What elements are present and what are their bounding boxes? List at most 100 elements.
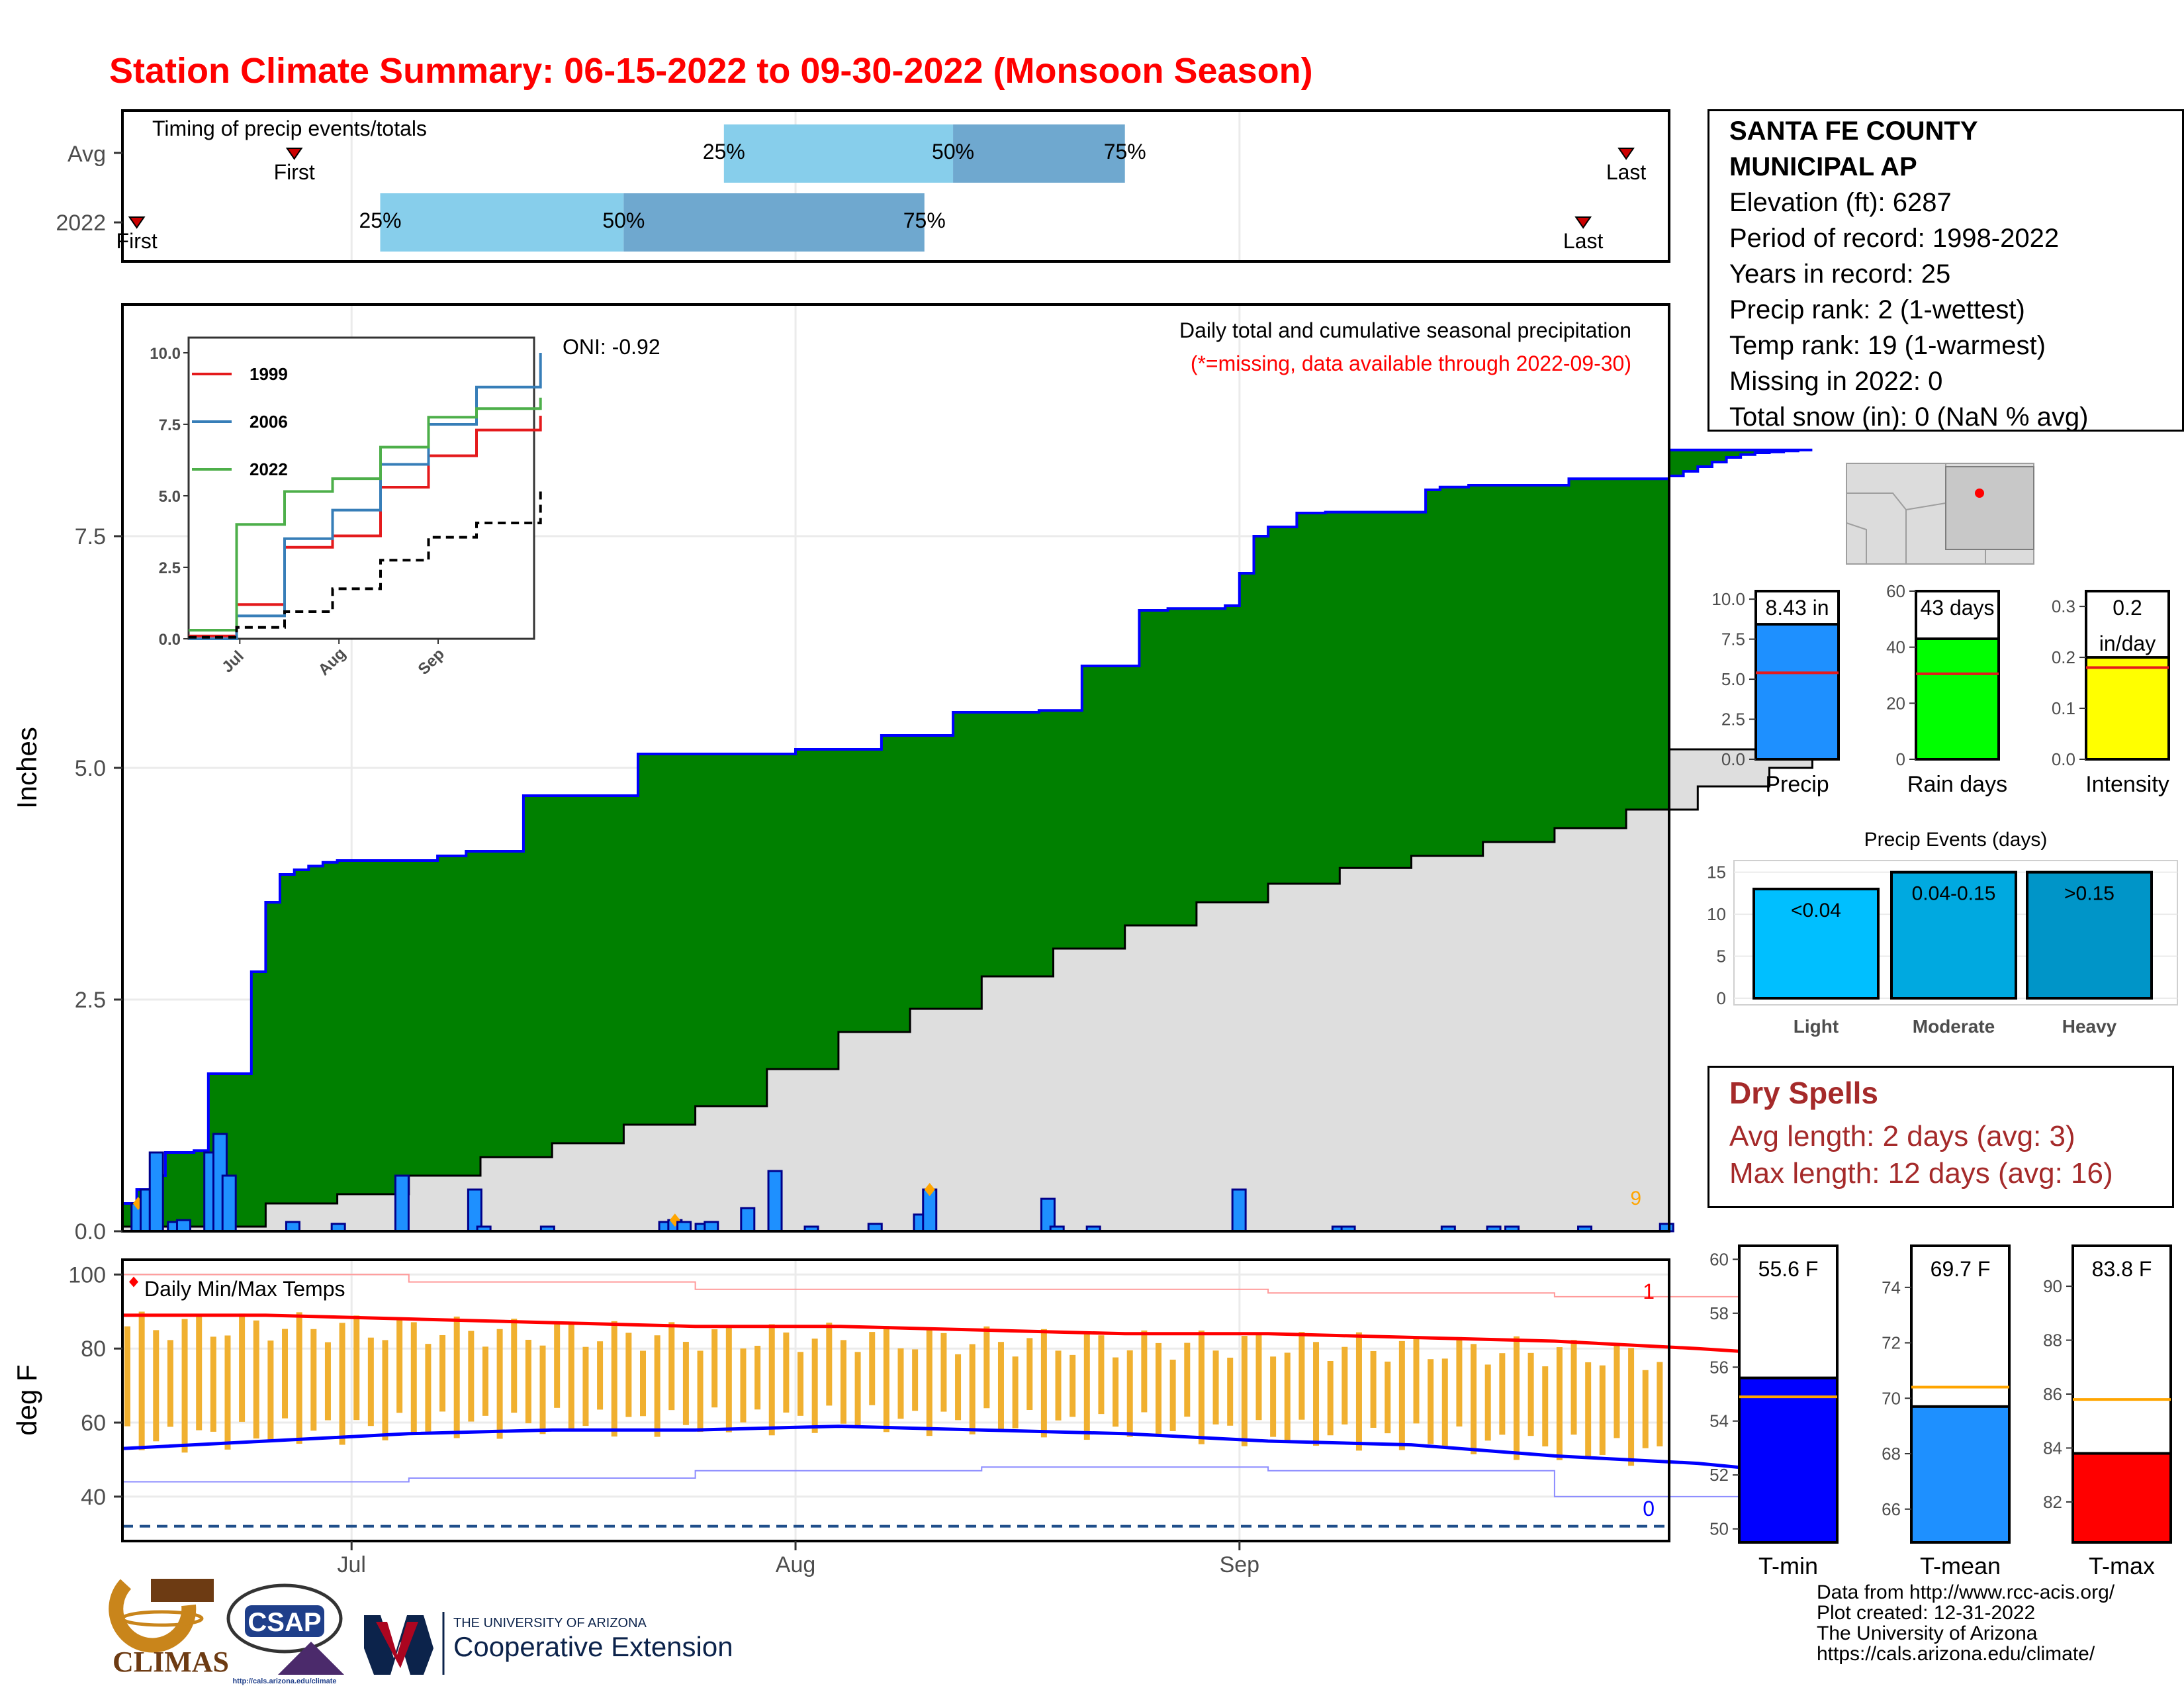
summary-bar-ytick-label: 0.0 [2052,749,2075,769]
inset-ytick-label: 7.5 [159,416,181,434]
daily-temp-bar [1385,1361,1391,1434]
daily-temp-bar [511,1319,518,1413]
daily-temp-bar [1499,1353,1506,1435]
daily-precip-marker [924,1183,935,1196]
timing-bar-q1 [723,124,954,183]
daily-temp-bar [754,1346,761,1410]
daily-temp-bar [668,1322,675,1411]
daily-temp-bar [783,1332,790,1413]
daily-temp-bar [826,1323,833,1406]
cumulative-precip-line [122,448,1813,1205]
daily-precip-bar [704,1221,719,1233]
station-name-line1: SANTA FE COUNTY [1729,117,1978,146]
temp-bar-ytick-label: 58 [1709,1303,1729,1323]
timing-bar-q1 [380,193,624,252]
summary-bar-ytick-label: 60 [1886,581,1905,601]
oni-label: ONI: -0.92 [563,335,660,359]
daily-temp-bar [410,1322,417,1433]
daily-temp-bar [969,1344,976,1434]
daily-temp-bar [740,1348,747,1423]
daily-temp-bar [1542,1366,1549,1447]
ua-big-text: Cooperative Extension [453,1631,733,1662]
temp-ytick-label: 60 [81,1411,106,1436]
temp-bar-T-mean [1910,1405,2011,1544]
summary-bar-ytick-label: 0.3 [2052,596,2075,616]
daily-temp-bar [883,1326,889,1432]
daily-temp-bar [1212,1350,1219,1425]
daily-temp-bar [983,1326,990,1409]
temp-ytick-label: 40 [81,1485,106,1510]
credit-data-source: Data from http://www.rcc-acis.org/ [1817,1581,2115,1603]
temp-caption: Daily Min/Max Temps [144,1277,345,1301]
station-elevation: Elevation (ft): 6287 [1729,188,1952,217]
daily-temp-bar [768,1324,775,1436]
daily-temp-bar [1570,1340,1577,1435]
daily-temp-bar [1113,1357,1119,1427]
inset-legend-label: 2006 [250,412,288,432]
inset-legend-label: 2022 [250,459,288,479]
inset-ytick-label: 2.5 [159,559,181,577]
timing-pct-label: 25% [703,140,745,164]
station-name-line2: MUNICIPAL AP [1729,152,1917,181]
timing-last-label: Last [1606,160,1647,184]
events-ytick-label: 0 [1717,988,1726,1008]
temp-bar-value: 83.8 F [2092,1257,2152,1281]
summary-bar-label: Precip [1765,772,1829,797]
daily-temp-bar [1628,1348,1635,1466]
temp-bar-ytick-label: 90 [2043,1276,2062,1296]
summary-bar-value: 43 days [1920,596,1994,620]
daily-precip-bar [767,1170,783,1233]
events-bar-range: <0.04 [1791,900,1841,921]
station-snow: Total snow (in): 0 (NaN % avg) [1729,402,2089,432]
inset-series-line-1999 [189,416,542,637]
inset-legend-label: 1999 [250,364,288,384]
timing-first-label: First [274,160,315,184]
events-bar-range: >0.15 [2064,883,2115,905]
daily-temp-bar [840,1340,846,1424]
csap-logo-text: CSAP [248,1608,321,1637]
summary-bar-ytick-label: 40 [1886,637,1905,657]
precip-ytick-label: 7.5 [75,524,106,549]
csap-logo: CSAP http://cals.arizona.edu/climate [226,1583,344,1685]
dry-spells-title: Dry Spells [1729,1076,1878,1110]
temp-bar-label: T-max [2089,1552,2155,1579]
daily-temp-bar [1126,1350,1133,1437]
daily-temp-bar [196,1314,203,1430]
credit-university: The University of Arizona [1817,1622,2038,1644]
daily-temp-bar [1255,1334,1262,1421]
events-category-label: Light [1794,1016,1839,1037]
daily-temp-bar [1040,1329,1047,1438]
avg-min-line [122,1425,1813,1476]
daily-temp-bar [138,1311,145,1450]
daily-temp-bar [1012,1356,1019,1429]
ua-small-text: THE UNIVERSITY OF ARIZONA [453,1616,647,1630]
timing-row-avg-label: Avg [68,142,106,167]
inset-ytick-label: 10.0 [150,345,181,363]
daily-temp-bar [1355,1332,1362,1451]
daily-temp-bar [1270,1356,1277,1437]
daily-temp-bar [1098,1335,1105,1415]
station-info-panel: SANTA FE COUNTY MUNICIPAL AP Elevation (… [1707,109,2184,432]
timing-last-marker [1617,148,1635,160]
daily-temp-bar [1169,1359,1176,1431]
station-missing: Missing in 2022: 0 [1729,367,1943,396]
daily-temp-bar [568,1324,574,1431]
daily-temp-bar [267,1340,274,1442]
daily-temp-bar [1141,1330,1148,1413]
temp-bar-ytick-label: 56 [1709,1357,1729,1377]
temp-bar-value: 69.7 F [1931,1257,1991,1281]
events-bar-range: 0.04-0.15 [1912,883,1996,905]
credit-plot-created: Plot created: 12-31-2022 [1817,1602,2036,1624]
daily-temp-bar [1284,1352,1291,1443]
temp-bar-ytick-label: 74 [1882,1278,1901,1297]
temp-bar-ytick-label: 52 [1709,1465,1729,1485]
daily-temp-bar [239,1313,246,1422]
daily-temp-bar [1398,1340,1405,1450]
temp-bar-ytick-label: 88 [2043,1331,2062,1350]
daily-precip-bar [740,1207,756,1233]
daily-temp-bar [912,1349,919,1411]
temp-bar-ytick-label: 70 [1882,1388,1901,1408]
daily-temp-bar [1441,1358,1448,1446]
daily-temp-bar [582,1346,589,1427]
daily-temp-bar [1069,1354,1076,1417]
